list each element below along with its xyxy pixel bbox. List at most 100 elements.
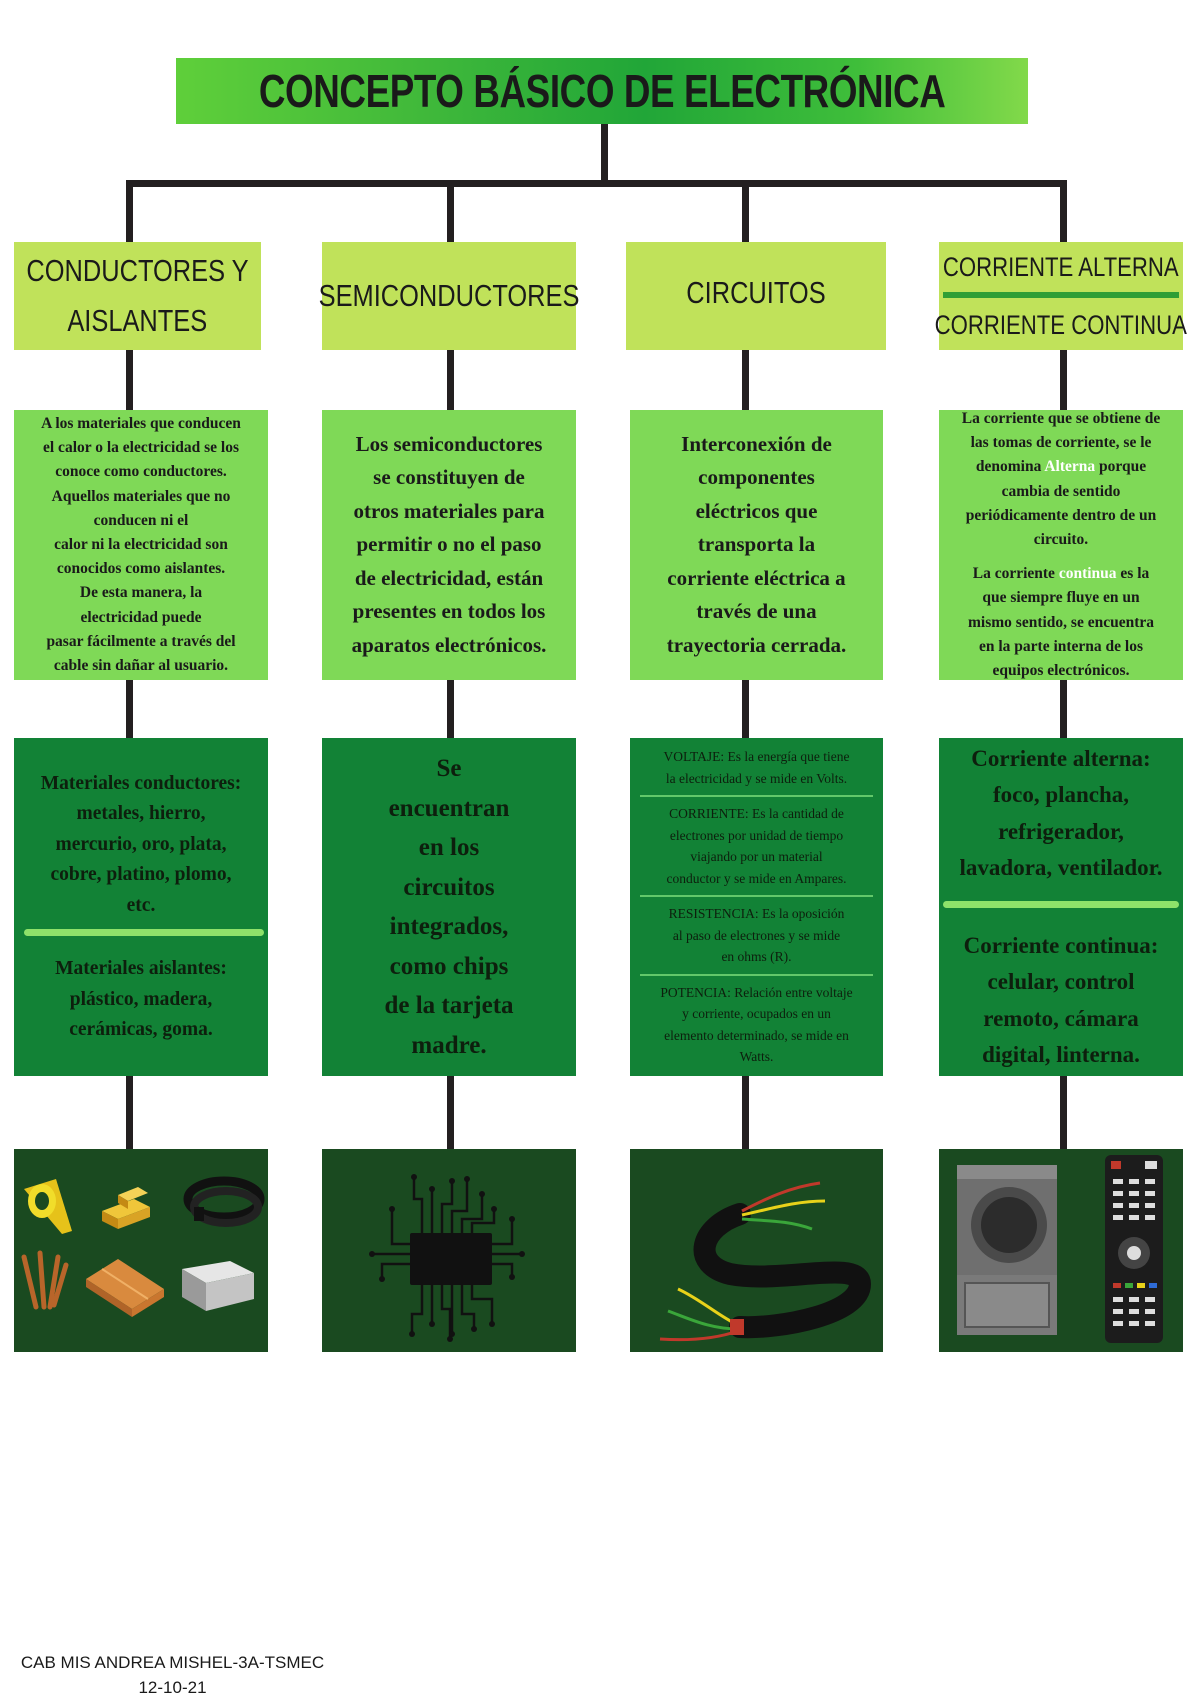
examples-conductores: Materiales conductores: metales, hierro,…	[14, 738, 268, 1076]
remote-control-icon	[1105, 1155, 1163, 1343]
column-4-line	[1060, 180, 1067, 1180]
example-line: lavadora, ventilador.	[959, 855, 1163, 880]
title-banner: CONCEPTO BÁSICO DE ELECTRÓNICA	[176, 58, 1028, 124]
example-line: circuitos	[403, 873, 495, 901]
definition-line: elemento determinado, se mide en	[664, 1027, 849, 1043]
description-line: electricidad puede	[80, 608, 202, 626]
example-line: Corriente continua:	[963, 932, 1159, 958]
footer: CAB MIS ANDREA MISHEL-3A-TSMEC 12-10-21	[0, 1650, 345, 1700]
description-line: cambia de sentido	[1001, 482, 1121, 500]
description-line: denomina Alterna porque	[941, 455, 1181, 479]
description-line: A los materiales que conducen	[41, 414, 241, 432]
description-line: permitir o no el paso	[356, 532, 542, 557]
header-line: SEMICONDUCTORES	[318, 278, 580, 313]
picture-devices	[939, 1149, 1183, 1352]
definition-line: viajando por un material	[690, 849, 823, 865]
example-line: en los	[418, 834, 480, 861]
example-line: Se	[436, 755, 462, 782]
example-line: madre.	[411, 1031, 487, 1059]
example-line: etc.	[126, 894, 156, 916]
definition-voltaje: VOLTAJE: Es la energía que tiene la elec…	[632, 746, 881, 789]
description-corriente: La corriente que se obtiene de las tomas…	[939, 410, 1183, 680]
definition-line: conductor y se mide en Ampares.	[666, 870, 847, 886]
description-line: Los semiconductores	[355, 431, 543, 456]
definition-line: al paso de electrones y se mide	[672, 927, 841, 943]
horizontal-bus-line	[126, 180, 1067, 187]
definition-divider	[640, 895, 873, 898]
gold-bars-icon	[102, 1187, 150, 1229]
example-line: digital, linterna.	[982, 1042, 1140, 1067]
header-line: CIRCUITOS	[686, 275, 826, 310]
example-line: mercurio, oro, plata,	[55, 833, 227, 855]
example-line: foco, plancha,	[992, 782, 1130, 807]
description-line: conocidos como aislantes.	[56, 560, 226, 578]
description-line: otros materiales para	[353, 498, 545, 523]
header-corriente: CORRIENTE ALTERNA CORRIENTE CONTINUA	[935, 242, 1187, 350]
definition-corriente: CORRIENTE: Es la cantidad de electrones …	[632, 803, 881, 889]
header-semiconductores: SEMICONDUCTORES	[319, 242, 579, 350]
header-circuitos: CIRCUITOS	[626, 242, 886, 350]
examples-divider	[943, 900, 1179, 908]
definition-resistencia: RESISTENCIA: Es la oposición al paso de …	[632, 903, 881, 968]
column-2-line	[447, 180, 454, 1180]
microchip-icon	[369, 1174, 525, 1342]
definition-divider	[640, 795, 873, 798]
text-fragment: denomina	[975, 458, 1045, 476]
header-continua: CORRIENTE CONTINUA	[934, 310, 1188, 340]
definition-divider	[640, 973, 873, 976]
description-line: La corriente continua es la	[941, 562, 1181, 586]
definition-line: CORRIENTE: Es la cantidad de	[669, 806, 844, 822]
definition-potencia: POTENCIA: Relación entre voltaje y corri…	[632, 982, 881, 1068]
example-line: metales, hierro,	[76, 803, 206, 824]
example-line: como chips	[389, 952, 509, 980]
description-line: equipos electrónicos.	[992, 661, 1130, 679]
footer-date: 12-10-21	[138, 1678, 207, 1697]
description-line: en la parte interna de los	[978, 637, 1144, 655]
silver-ingot-icon	[182, 1261, 254, 1311]
description-line: transporta la	[697, 532, 816, 557]
picture-materiales	[14, 1149, 268, 1352]
description-line: periódicamente dentro de un	[965, 506, 1157, 524]
description-line: cable sin dañar al usuario.	[53, 656, 229, 674]
page-title: CONCEPTO BÁSICO DE ELECTRÓNICA	[258, 65, 946, 117]
text-fragment: La corriente	[972, 565, 1059, 583]
trunk-line	[601, 124, 608, 184]
description-line: el calor o la electricidad se los	[43, 439, 239, 457]
examples-divider	[24, 929, 264, 936]
example-line: remoto, cámara	[983, 1005, 1139, 1031]
definition-line: electrones por unidad de tiempo	[669, 827, 844, 843]
picture-cable	[630, 1149, 883, 1352]
text-fragment: porque	[1095, 458, 1147, 476]
description-line: mismo sentido, se encuentra	[968, 613, 1154, 631]
description-line: calor ni la electricidad son	[54, 535, 228, 553]
cable-wires-icon	[659, 1181, 872, 1342]
description-line: través de una	[696, 599, 817, 624]
example-line: cobre, platino, plomo,	[50, 864, 232, 885]
example-line: plástico, madera,	[69, 988, 213, 1010]
description-line: trayectoria cerrada.	[666, 632, 847, 657]
description-line: se constituyen de	[373, 465, 525, 490]
example-line: Corriente alterna:	[971, 745, 1151, 771]
description-line: aparatos electrónicos.	[351, 632, 547, 657]
examples-corriente: Corriente alterna: foco, plancha, refrig…	[939, 738, 1183, 1076]
description-line: componentes	[698, 465, 815, 490]
description-line: presentes en todos los	[352, 599, 546, 624]
header-conductores: CONDUCTORES Y AISLANTES	[14, 242, 261, 350]
rubber-hose-icon	[183, 1176, 265, 1227]
column-1-line	[126, 180, 133, 1180]
highlight-continua: continua	[1058, 565, 1117, 583]
description-line: circuito.	[1033, 530, 1089, 548]
example-line: celular, control	[987, 969, 1135, 994]
definition-line: Watts.	[739, 1049, 774, 1065]
description-line: de electricidad, están	[354, 565, 544, 590]
description-line: De esta manera, la	[79, 584, 203, 602]
description-line: La corriente que se obtiene de	[961, 409, 1161, 427]
description-line: eléctricos que	[695, 498, 818, 523]
description-line: las tomas de corriente, se le	[970, 434, 1152, 452]
examples-circuitos: VOLTAJE: Es la energía que tiene la elec…	[630, 738, 883, 1076]
definition-line: VOLTAJE: Es la energía que tiene	[663, 749, 850, 765]
description-line: Aquellos materiales que no	[51, 487, 231, 505]
copper-wood-icon	[86, 1259, 164, 1317]
example-line: refrigerador,	[998, 818, 1124, 844]
description-line: conducen ni el	[93, 511, 189, 529]
